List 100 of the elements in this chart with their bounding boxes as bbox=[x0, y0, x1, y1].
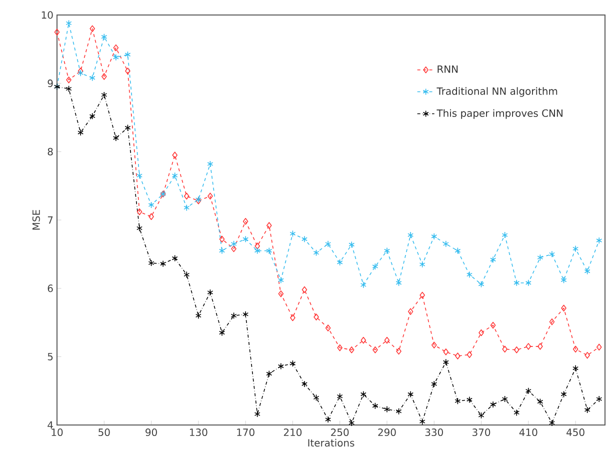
x-tick-label: 170 bbox=[237, 428, 254, 436]
point bbox=[360, 336, 366, 344]
point bbox=[242, 218, 248, 225]
point bbox=[290, 314, 296, 322]
y-tick-label: 5 bbox=[48, 352, 53, 360]
point bbox=[302, 236, 308, 243]
point bbox=[148, 260, 154, 266]
point bbox=[384, 406, 390, 413]
point bbox=[230, 312, 237, 320]
point bbox=[136, 224, 142, 232]
point bbox=[112, 134, 119, 142]
point bbox=[596, 344, 602, 350]
point bbox=[302, 380, 308, 388]
point bbox=[596, 237, 602, 244]
point bbox=[242, 310, 249, 318]
point bbox=[336, 392, 343, 400]
point bbox=[455, 352, 460, 360]
point bbox=[372, 346, 378, 354]
point bbox=[337, 344, 342, 352]
point bbox=[348, 420, 355, 426]
point bbox=[124, 51, 131, 58]
point bbox=[266, 222, 272, 229]
point bbox=[125, 68, 130, 74]
point bbox=[89, 112, 96, 120]
point bbox=[195, 312, 202, 320]
point bbox=[136, 208, 142, 216]
point bbox=[89, 74, 96, 82]
point bbox=[408, 390, 414, 398]
point bbox=[102, 73, 107, 80]
y-tick-label: 4 bbox=[48, 421, 53, 429]
point bbox=[560, 276, 567, 284]
y-tick-label: 10 bbox=[42, 11, 53, 19]
point bbox=[314, 314, 319, 320]
point bbox=[148, 213, 154, 220]
y-axis-title: MSE bbox=[32, 210, 40, 230]
x-tick-label: 450 bbox=[566, 428, 584, 436]
x-tick-label: 90 bbox=[146, 428, 157, 436]
point bbox=[502, 346, 508, 353]
point bbox=[348, 241, 355, 248]
point bbox=[112, 54, 119, 61]
y-tick-label: 8 bbox=[48, 148, 53, 156]
point bbox=[278, 362, 284, 370]
point bbox=[396, 348, 402, 355]
point bbox=[124, 124, 131, 132]
point bbox=[502, 232, 508, 238]
point bbox=[231, 245, 236, 252]
point bbox=[348, 346, 354, 354]
point bbox=[514, 409, 520, 416]
point bbox=[548, 420, 555, 426]
point bbox=[172, 152, 178, 158]
point bbox=[219, 329, 225, 336]
x-tick-label: 290 bbox=[378, 428, 396, 436]
point bbox=[90, 25, 95, 32]
point bbox=[101, 92, 108, 98]
point bbox=[408, 308, 414, 315]
point bbox=[254, 410, 260, 418]
point bbox=[184, 271, 190, 278]
point bbox=[172, 254, 178, 262]
point bbox=[454, 247, 461, 254]
point bbox=[113, 44, 119, 52]
point bbox=[78, 129, 84, 136]
point bbox=[254, 247, 260, 254]
point bbox=[538, 343, 543, 350]
point bbox=[490, 401, 496, 408]
point bbox=[561, 304, 566, 312]
point bbox=[478, 280, 484, 288]
point bbox=[372, 263, 378, 270]
point bbox=[572, 364, 579, 372]
point bbox=[442, 358, 449, 366]
point bbox=[548, 250, 555, 258]
point bbox=[290, 360, 296, 367]
x-tick-label: 330 bbox=[425, 428, 443, 436]
point bbox=[325, 324, 331, 332]
point bbox=[396, 279, 402, 286]
point bbox=[172, 172, 178, 179]
x-tick-label: 370 bbox=[472, 428, 490, 436]
x-tick-label: 410 bbox=[519, 428, 538, 436]
x-tick-label: 50 bbox=[98, 428, 110, 436]
point bbox=[537, 254, 544, 261]
point bbox=[584, 268, 590, 275]
point bbox=[184, 192, 190, 200]
point bbox=[584, 352, 590, 359]
y-tick-label: 9 bbox=[48, 80, 53, 88]
legend-label: Traditional NN algorithm bbox=[436, 87, 558, 97]
x-tick-label: 250 bbox=[331, 428, 349, 436]
point bbox=[54, 28, 60, 36]
point bbox=[419, 418, 426, 425]
point bbox=[466, 396, 472, 404]
point bbox=[420, 292, 425, 299]
point bbox=[207, 160, 214, 168]
point bbox=[160, 260, 166, 268]
point bbox=[184, 204, 190, 212]
point bbox=[478, 412, 484, 419]
point bbox=[431, 342, 437, 348]
point bbox=[266, 247, 272, 254]
point bbox=[266, 370, 272, 378]
point bbox=[560, 390, 567, 398]
point bbox=[431, 233, 438, 240]
point bbox=[254, 242, 260, 250]
y-tick-label: 6 bbox=[48, 284, 53, 292]
